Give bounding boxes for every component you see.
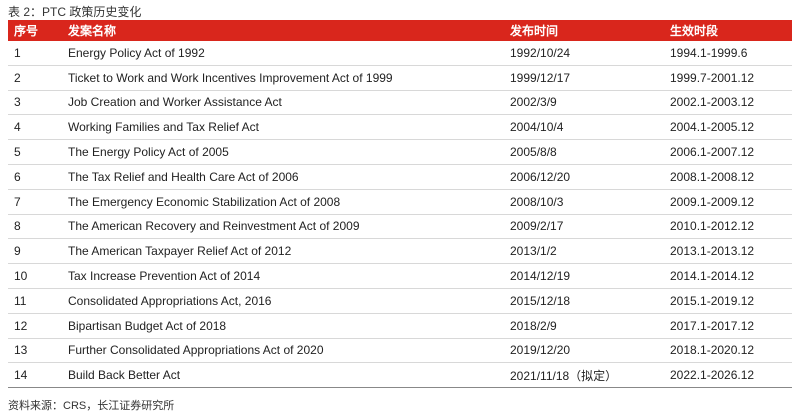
table-cell: 2018/2/9: [510, 318, 557, 333]
table-row: 9 The American Taxpayer Relief Act of 201…: [8, 239, 792, 265]
table-cell: 1994.1-1999.6: [670, 45, 748, 60]
table-cell: 2013.1-2013.12: [670, 244, 755, 259]
table-row: 11 Consolidated Appropriations Act, 2016 2…: [8, 289, 792, 314]
table-cell: The Energy Policy Act of 2005: [68, 145, 229, 160]
table-row: 4 Working Families and Tax Relief Act 2004…: [8, 115, 792, 141]
table-row: 12 Bipartisan Budget Act of 2018 2018/2/9 2…: [8, 314, 792, 339]
table-title: 表 2：PTC 政策历史变化: [8, 5, 142, 19]
header-cell: 生效时段: [670, 24, 719, 38]
table-row: 13 Further Consolidated Appropriations Ac…: [8, 339, 792, 364]
table-cell: 6: [14, 169, 21, 184]
table-cell: The Tax Relief and Health Care Act of 20…: [68, 169, 299, 184]
table-cell: 2009/2/17: [510, 219, 564, 234]
table-cell: 2002.1-2003.12: [670, 95, 755, 110]
table-row: 1 Energy Policy Act of 1992 1992/10/24 1994…: [8, 41, 792, 66]
table-cell: 5: [14, 145, 21, 160]
table-cell: 14: [14, 368, 28, 383]
table-row: 7 The Emergency Economic Stabilization Ac…: [8, 190, 792, 215]
table-cell: 2015.1-2019.12: [670, 293, 755, 308]
table-row: 6 The Tax Relief and Health Care Act of 2…: [8, 165, 792, 190]
table-cell: 2005/8/8: [510, 145, 557, 160]
table-cell: Job Creation and Worker Assistance Act: [68, 95, 282, 110]
table-cell: Working Families and Tax Relief Act: [68, 120, 259, 135]
table-cell: 9: [14, 244, 21, 259]
table-row: 8 The American Recovery and Reinvestment …: [8, 215, 792, 240]
table-cell: 2015/12/18: [510, 293, 571, 308]
header-row: 序号 发案名称 发布时间 生效时段: [8, 20, 792, 41]
table-row: 10 Tax Increase Prevention Act of 2014 201…: [8, 264, 792, 289]
table-cell: 2022.1-2026.12: [670, 368, 755, 383]
table-row: 14 Build Back Better Act 2021/11/18（拟定） 202…: [8, 363, 792, 389]
header-cell: 序号: [14, 24, 39, 38]
table-cell: 10: [14, 269, 28, 284]
table-cell: 4: [14, 120, 21, 135]
table-cell: 2006/12/20: [510, 169, 571, 184]
table-cell: 1992/10/24: [510, 45, 571, 60]
table-cell: 2010.1-2012.12: [670, 219, 755, 234]
table-cell: 2008/10/3: [510, 194, 564, 209]
table-cell: 2: [14, 70, 21, 85]
table-cell: 1999/12/17: [510, 70, 571, 85]
table-cell: Further Consolidated Appropriations Act …: [68, 343, 324, 358]
table-cell: Build Back Better Act: [68, 368, 181, 383]
table-row: 2 Ticket to Work and Work Incentives Impr…: [8, 66, 792, 91]
table-cell: 7: [14, 194, 21, 209]
table-cell: 2004.1-2005.12: [670, 120, 755, 135]
table-cell: 2002/3/9: [510, 95, 557, 110]
table-cell: Tax Increase Prevention Act of 2014: [68, 269, 261, 284]
table-cell: 11: [14, 293, 27, 308]
table-cell: 2021/11/18（拟定）: [510, 368, 618, 383]
header-cell: 发布时间: [510, 24, 559, 38]
table-cell: Consolidated Appropriations Act, 2016: [68, 293, 272, 308]
source-note: 资料来源：CRS，长江证券研究所: [8, 400, 175, 412]
table-cell: 2004/10/4: [510, 120, 564, 135]
table-cell: 2018.1-2020.12: [670, 343, 755, 358]
table-cell: Bipartisan Budget Act of 2018: [68, 318, 227, 333]
table-cell: 8: [14, 219, 21, 234]
table-cell: 2014.1-2014.12: [670, 269, 755, 284]
table-row: 5 The Energy Policy Act of 2005 2005/8/8 20…: [8, 140, 792, 165]
table-cell: The American Taxpayer Relief Act of 2012: [68, 244, 292, 259]
table-cell: Ticket to Work and Work Incentives Impro…: [68, 70, 393, 85]
table-cell: 3: [14, 95, 21, 110]
table-cell: 2013/1/2: [510, 244, 557, 259]
table-row: 3 Job Creation and Worker Assistance Act 2…: [8, 91, 792, 116]
table-cell: The Emergency Economic Stabilization Act…: [68, 194, 341, 209]
header-cell: 发案名称: [68, 24, 117, 38]
table-cell: The American Recovery and Reinvestment A…: [68, 219, 360, 234]
table-cell: 2017.1-2017.12: [670, 318, 755, 333]
table-cell: 2006.1-2007.12: [670, 145, 755, 160]
table-cell: 2009.1-2009.12: [670, 194, 755, 209]
table-cell: 12: [14, 318, 28, 333]
table-cell: 2014/12/19: [510, 269, 571, 284]
table-cell: Energy Policy Act of 1992: [68, 45, 205, 60]
table-cell: 2008.1-2008.12: [670, 169, 755, 184]
table-cell: 2019/12/20: [510, 343, 571, 358]
table-cell: 13: [14, 343, 28, 358]
table-cell: 1999.7-2001.12: [670, 70, 755, 85]
table-cell: 1: [14, 45, 21, 60]
